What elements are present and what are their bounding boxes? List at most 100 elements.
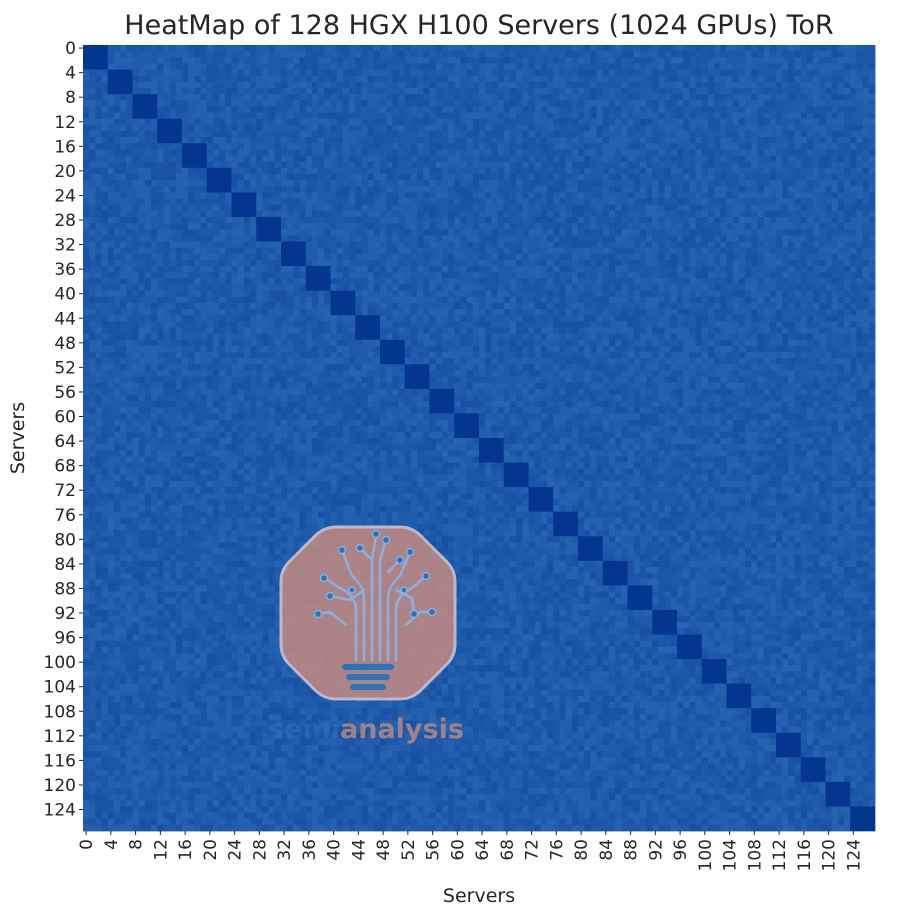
heatmap-cell [237,278,245,285]
heatmap-cell [126,253,133,261]
heatmap-cell [794,57,802,64]
heatmap-cell [602,229,610,236]
heatmap-cell [701,118,709,126]
heatmap-cell [318,130,325,138]
heatmap-cell [89,266,96,273]
heatmap-cell [602,87,610,95]
heatmap-cell [714,241,721,249]
heatmap-cell [677,223,684,230]
heatmap-cell [188,100,195,107]
heatmap-cell [509,173,517,181]
heatmap-cell [219,216,226,224]
heatmap-cell [602,247,610,255]
heatmap-cell [151,241,158,249]
heatmap-cell [813,118,820,126]
heatmap-cell [608,173,616,181]
heatmap-cell [757,118,765,126]
heatmap-cell [429,100,437,107]
heatmap-cell [534,57,542,64]
heatmap-cell [417,266,424,273]
heatmap-cell [776,247,783,255]
heatmap-cell [565,57,573,64]
heatmap-cell [107,45,115,52]
heatmap-cell [553,130,560,138]
heatmap-cell [305,167,313,175]
heatmap-cell [157,223,164,230]
heatmap-cell [256,266,263,273]
heatmap-cell [565,75,573,83]
heatmap-cell [677,272,684,279]
heatmap-cell [584,63,591,70]
heatmap-cell [380,173,387,181]
heatmap-cell [800,235,808,242]
heatmap-cell [695,124,703,132]
heatmap-cell [429,167,437,175]
heatmap-cell [342,143,350,150]
heatmap-cell [299,223,307,230]
heatmap-cell [683,210,690,218]
heatmap-cell [565,87,573,95]
heatmap-cell [590,241,597,249]
heatmap-cell [726,155,734,163]
heatmap-cell [726,186,734,193]
heatmap-cell [318,94,325,101]
heatmap-cell [200,259,208,267]
heatmap-cell [788,186,795,193]
heatmap-cell [404,216,412,224]
heatmap-cell [126,149,133,156]
heatmap-cell [584,192,591,199]
heatmap-cell [528,69,536,77]
heatmap-cell [293,167,300,175]
heatmap-cell [503,100,511,107]
heatmap-cell [540,229,548,236]
heatmap-cell [503,143,511,150]
heatmap-cell [89,81,96,89]
heatmap-cell [305,75,313,83]
heatmap-cell [305,63,313,70]
heatmap-cell [157,155,164,163]
heatmap-cell [219,272,226,279]
heatmap-cell [503,210,511,218]
heatmap-cell [652,198,659,206]
heatmap-cell [95,247,102,255]
heatmap-cell [423,266,430,273]
heatmap-cell [479,75,486,83]
heatmap-cell [732,45,740,52]
heatmap-cell [540,204,548,212]
heatmap-cell [262,94,270,101]
heatmap-cell [590,130,597,138]
heatmap-cell [423,155,430,163]
heatmap-cell [559,137,567,144]
heatmap-cell [794,247,802,255]
heatmap-cell [299,51,307,58]
heatmap-cell [497,100,505,107]
heatmap-cell [83,241,90,249]
heatmap-cell [615,272,622,279]
heatmap-cell [299,192,307,199]
heatmap-cell [448,100,455,107]
heatmap-cell [169,235,177,242]
heatmap-cell [311,173,319,181]
heatmap-cell [250,69,257,77]
heatmap-cell [206,204,214,212]
heatmap-cell [101,210,109,218]
heatmap-cell [584,118,591,126]
heatmap-cell [850,75,857,83]
heatmap-cell [850,155,857,163]
heatmap-cell [540,247,548,255]
heatmap-cell [126,247,133,255]
heatmap-cell [714,124,721,132]
heatmap-cell [355,235,362,242]
heatmap-cell [398,87,406,95]
heatmap-cell [342,87,350,95]
heatmap-cell [466,223,474,230]
heatmap-cell [380,216,387,224]
heatmap-cell [231,186,239,193]
heatmap-cell [330,112,338,120]
heatmap-cell [868,75,876,83]
heatmap-cell [701,161,709,169]
heatmap-cell [794,278,802,285]
heatmap-cell [677,137,684,144]
heatmap-cell [163,167,171,175]
heatmap-cell [553,75,560,83]
